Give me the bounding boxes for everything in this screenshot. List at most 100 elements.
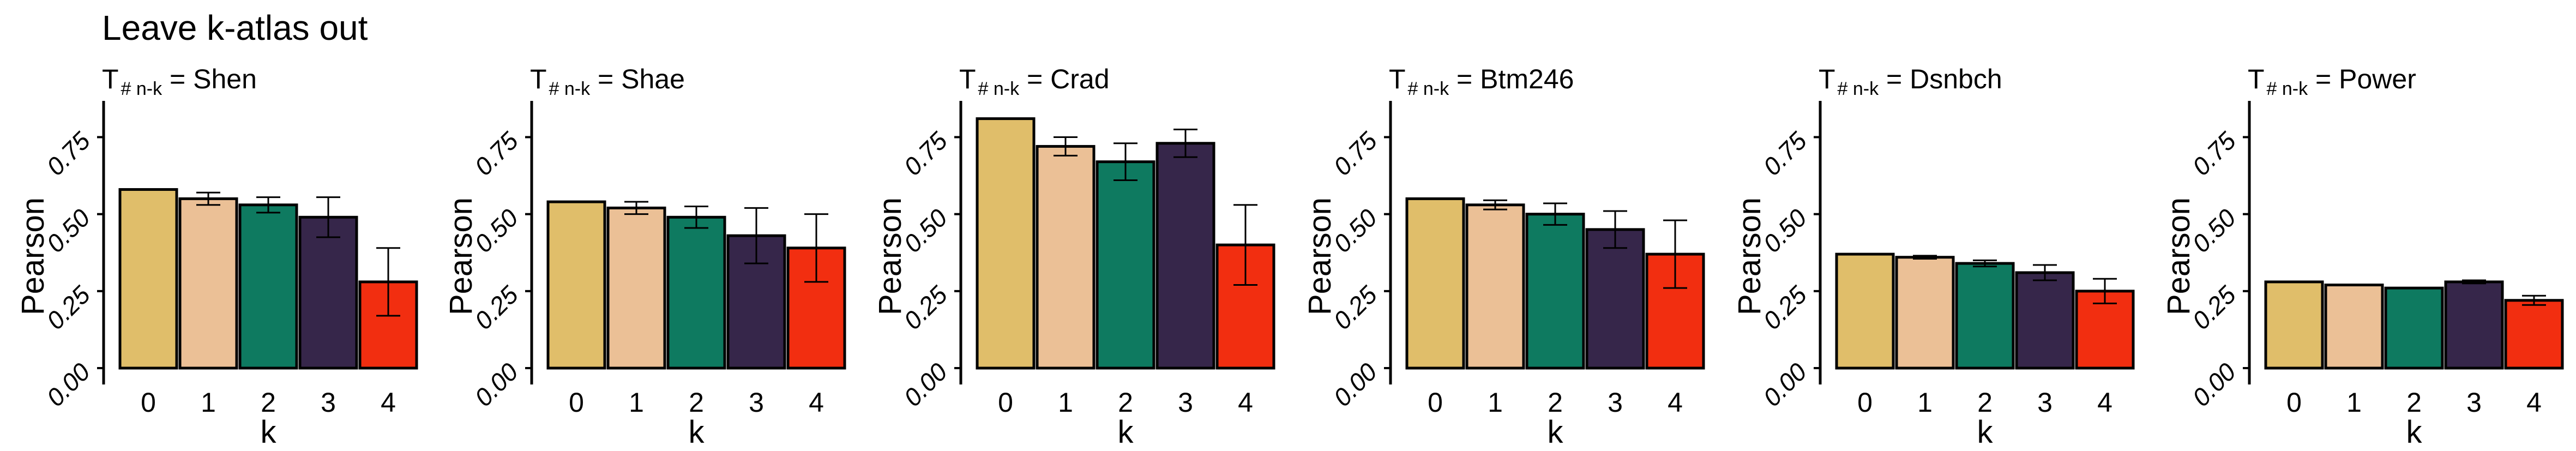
- figure-title: Leave k-atlas out: [102, 8, 368, 47]
- error-bar-k1: [1483, 199, 1507, 211]
- bar-k0: [976, 117, 1036, 370]
- y-tick-label: 0.00: [469, 357, 523, 412]
- y-tick-label: 0.75: [41, 126, 95, 181]
- panel-title-subscript: # n-k: [1408, 79, 1450, 99]
- bar-k1: [2324, 284, 2384, 370]
- error-bar-k1: [1913, 255, 1937, 260]
- x-tick-label: 1: [1488, 387, 1503, 418]
- x-tick-label: 2: [1118, 387, 1133, 418]
- y-tick-label: 0.75: [1758, 126, 1812, 181]
- bar-k2: [238, 203, 298, 370]
- error-bar-k2: [256, 196, 280, 214]
- error-bar-k2: [1543, 202, 1567, 226]
- x-tick-label: 3: [749, 387, 764, 418]
- x-axis-label: k: [689, 414, 705, 450]
- y-axis-label: Pearson: [2161, 197, 2196, 315]
- y-tick-label: 0.00: [1328, 357, 1382, 412]
- y-tick-label: 0.75: [2187, 126, 2241, 181]
- error-bar-k3: [316, 196, 340, 238]
- panel-title: T # n-k = Dsnbch: [1819, 64, 2002, 99]
- panel-title-subscript: # n-k: [1838, 79, 1880, 99]
- bar-k2: [1525, 213, 1585, 370]
- x-tick-label: 2: [689, 387, 704, 418]
- x-tick-label: 0: [2286, 387, 2302, 418]
- x-tick-label: 0: [141, 387, 156, 418]
- x-tick-label: 3: [1178, 387, 1193, 418]
- x-tick-label: 1: [1058, 387, 1073, 418]
- error-bar-k1: [1054, 136, 1078, 157]
- x-tick-label: 0: [1857, 387, 1873, 418]
- bar-k1: [1036, 145, 1096, 370]
- error-bar-k3: [1173, 128, 1197, 158]
- bar-k3: [2444, 280, 2504, 370]
- y-tick-label: 0.75: [898, 126, 953, 181]
- x-tick-label: 1: [2346, 387, 2362, 418]
- x-tick-label: 1: [1917, 387, 1933, 418]
- x-tick-label: 4: [381, 387, 396, 418]
- y-tick-label: 0.00: [1758, 357, 1812, 412]
- error-bar-k3: [2033, 264, 2057, 281]
- panel-title-name: = Btm246: [1449, 64, 1574, 94]
- bar-k0: [1835, 252, 1895, 370]
- panel-title-subscript: # n-k: [549, 79, 591, 99]
- x-tick-label: 2: [261, 387, 276, 418]
- x-axis-label: k: [1118, 414, 1134, 450]
- x-axis-label: k: [1548, 414, 1564, 450]
- panel-title-name: = Shae: [590, 64, 685, 94]
- bar-k0: [1405, 197, 1465, 370]
- y-axis-label: Pearson: [1302, 197, 1338, 315]
- y-tick-label: 0.75: [1328, 126, 1382, 181]
- bar-k3: [1585, 228, 1645, 370]
- panel-title-base: T: [2248, 64, 2265, 94]
- x-tick-label: 4: [1238, 387, 1253, 418]
- y-tick-label: 0.75: [469, 126, 523, 181]
- bar-k2: [666, 215, 726, 370]
- bar-k0: [118, 188, 178, 370]
- error-bar-k2: [1973, 259, 1997, 268]
- bar-k3: [298, 215, 358, 370]
- x-tick-label: 3: [321, 387, 336, 418]
- panel-title-name: = Crad: [1019, 64, 1109, 94]
- x-axis-label: k: [261, 414, 277, 450]
- error-bar-k4: [376, 247, 400, 317]
- x-tick-label: 1: [201, 387, 216, 418]
- bar-k3: [1155, 142, 1215, 370]
- y-tick-label: 0.00: [41, 357, 95, 412]
- error-bar-k4: [1233, 204, 1257, 286]
- panel-title-subscript: # n-k: [2267, 79, 2309, 99]
- error-bar-k4: [1663, 219, 1687, 289]
- error-bar-k2: [684, 206, 708, 229]
- x-tick-label: 3: [2037, 387, 2053, 418]
- panel-title-name: = Dsnbch: [1879, 64, 2002, 94]
- panel-title-base: T: [1819, 64, 1835, 94]
- y-axis-label: Pearson: [443, 197, 479, 315]
- bar-k1: [1465, 203, 1525, 370]
- panel-title: T # n-k = Shae: [530, 64, 685, 99]
- panel-title-name: = Shen: [162, 64, 257, 94]
- panel-title-subscript: # n-k: [978, 79, 1020, 99]
- bar-k2: [2384, 286, 2444, 370]
- error-bar-k4: [804, 213, 828, 283]
- panel-title: T # n-k = Shen: [102, 64, 257, 99]
- panel-title-base: T: [1389, 64, 1406, 94]
- bar-k2: [1955, 262, 2015, 370]
- panel-title-base: T: [530, 64, 547, 94]
- bar-k1: [606, 206, 666, 370]
- y-tick-label: 0.00: [898, 357, 953, 412]
- bar-k1: [178, 197, 238, 370]
- x-tick-label: 3: [2466, 387, 2482, 418]
- x-tick-label: 3: [1608, 387, 1623, 418]
- error-bar-k3: [2462, 279, 2486, 285]
- x-tick-label: 1: [629, 387, 644, 418]
- x-tick-label: 4: [2097, 387, 2112, 418]
- bar-k2: [1096, 160, 1155, 370]
- y-axis-label: Pearson: [1732, 197, 1767, 315]
- error-bar-k3: [744, 207, 768, 264]
- bar-k3: [2015, 271, 2075, 370]
